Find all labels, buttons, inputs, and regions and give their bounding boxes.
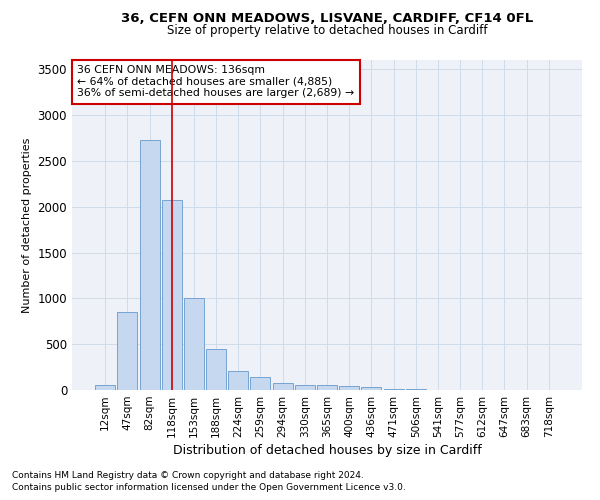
Bar bbox=[361, 387, 382, 390]
Bar bbox=[383, 388, 404, 390]
Text: Contains HM Land Registry data © Crown copyright and database right 2024.: Contains HM Land Registry data © Crown c… bbox=[12, 471, 364, 480]
Bar bbox=[140, 140, 160, 390]
Text: 36 CEFN ONN MEADOWS: 136sqm
← 64% of detached houses are smaller (4,885)
36% of : 36 CEFN ONN MEADOWS: 136sqm ← 64% of det… bbox=[77, 65, 354, 98]
Bar bbox=[317, 386, 337, 390]
Bar bbox=[206, 349, 226, 390]
Bar bbox=[339, 386, 359, 390]
Text: Contains public sector information licensed under the Open Government Licence v3: Contains public sector information licen… bbox=[12, 484, 406, 492]
Bar bbox=[118, 312, 137, 390]
Bar bbox=[272, 383, 293, 390]
Bar bbox=[228, 371, 248, 390]
Text: Size of property relative to detached houses in Cardiff: Size of property relative to detached ho… bbox=[167, 24, 487, 37]
X-axis label: Distribution of detached houses by size in Cardiff: Distribution of detached houses by size … bbox=[173, 444, 481, 457]
Bar bbox=[95, 386, 115, 390]
Bar bbox=[162, 200, 182, 390]
Bar bbox=[250, 376, 271, 390]
Bar bbox=[184, 298, 204, 390]
Text: 36, CEFN ONN MEADOWS, LISVANE, CARDIFF, CF14 0FL: 36, CEFN ONN MEADOWS, LISVANE, CARDIFF, … bbox=[121, 12, 533, 26]
Bar bbox=[295, 384, 315, 390]
Y-axis label: Number of detached properties: Number of detached properties bbox=[22, 138, 32, 312]
